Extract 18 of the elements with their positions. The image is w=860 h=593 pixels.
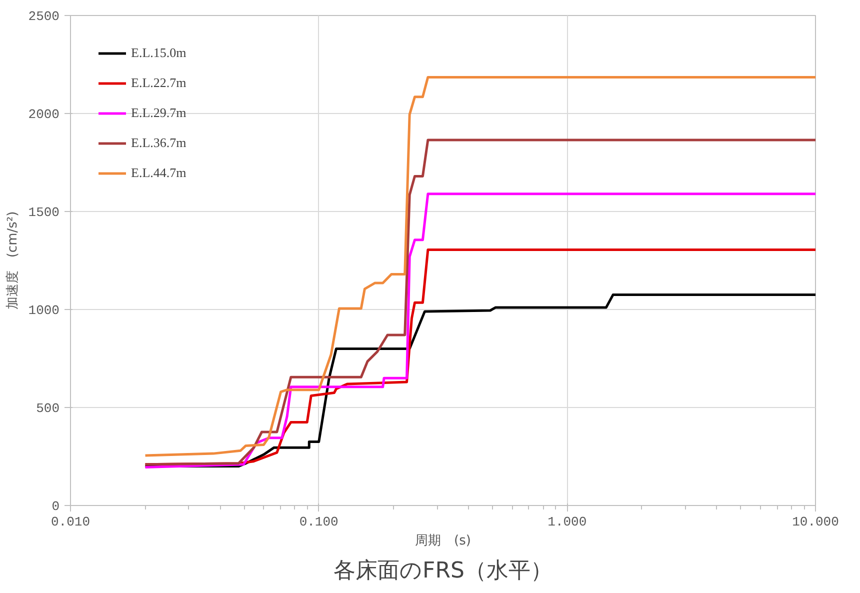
text: 各床面のFRS（水平） bbox=[334, 558, 552, 584]
legend-label: E.L.44.7m bbox=[131, 165, 186, 181]
y-tick-label: 2500 bbox=[28, 9, 60, 24]
y-tick-label: 0 bbox=[52, 499, 60, 514]
x-tick-label: 1.000 bbox=[548, 514, 587, 530]
y-tick-label: 2000 bbox=[28, 107, 60, 122]
x-axis-title: 周期 (s) bbox=[415, 534, 471, 548]
y-tick-label: 500 bbox=[36, 401, 60, 416]
legend-label: E.L.22.7m bbox=[131, 75, 186, 91]
legend-label: E.L.15.0m bbox=[131, 45, 186, 61]
y-axis-title: 加速度 (cm/s²) bbox=[4, 211, 20, 310]
legend-label: E.L.29.7m bbox=[131, 105, 186, 121]
legend-label: E.L.36.7m bbox=[131, 135, 186, 151]
x-tick-label: 0.010 bbox=[50, 514, 90, 530]
x-tick-label: 0.100 bbox=[299, 514, 338, 530]
y-tick-label: 1500 bbox=[28, 205, 60, 220]
x-tick-label: 10.000 bbox=[792, 514, 839, 530]
y-tick-label: 1000 bbox=[28, 303, 60, 318]
